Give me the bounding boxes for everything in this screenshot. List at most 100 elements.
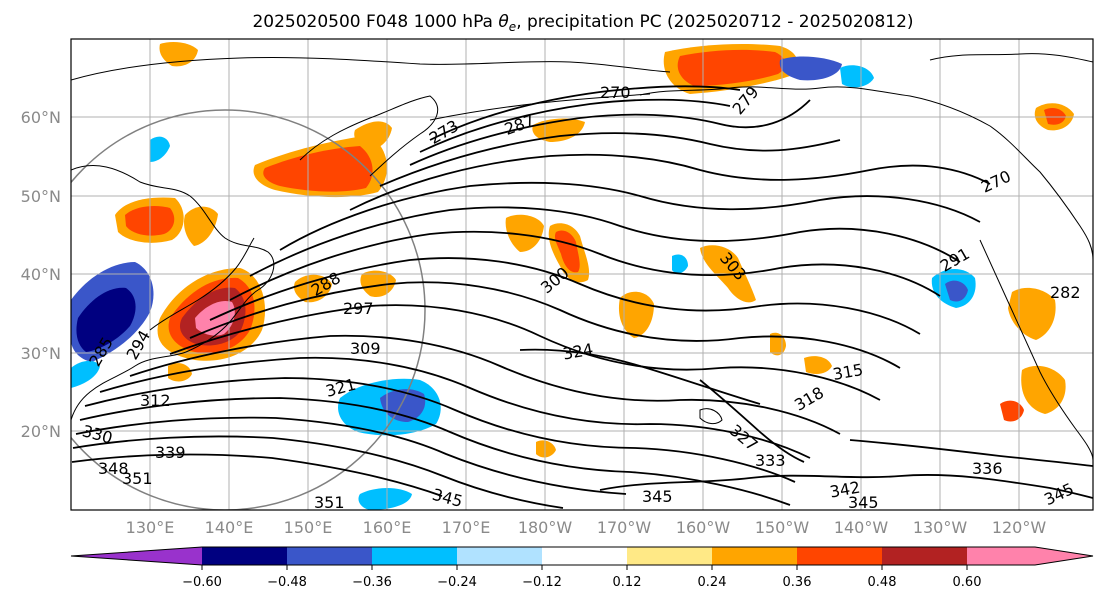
coastline-north-america (979, 239, 1093, 461)
lat-label: 50°N (21, 187, 61, 206)
shade-patch-okhotsk-red (263, 146, 373, 192)
lat-label: 30°N (21, 344, 61, 363)
colorbar-tick-label: 0.24 (698, 575, 727, 590)
contour-line-318 (79, 397, 791, 506)
colorbar-segment (882, 547, 967, 565)
contour-line-294 (229, 230, 941, 301)
colorbar-tick-label: 0.60 (953, 575, 982, 590)
colorbar-segment (542, 547, 627, 565)
precipitation-shading (71, 42, 1074, 510)
contour-line-303 (169, 304, 881, 401)
contour-label: 282 (1050, 283, 1081, 302)
contour-line-324 (519, 348, 761, 405)
latitude-labels: 60°N 50°N 40°N 30°N 20°N (21, 108, 61, 441)
lon-label: 150°W (755, 518, 810, 537)
colorbar-segment (287, 547, 372, 565)
shade-patch-south-blue-3 (358, 488, 412, 510)
coastline-alaska (639, 86, 1093, 261)
contour-line-336 (849, 439, 1093, 467)
coastline-japan (149, 237, 255, 331)
lat-label: 40°N (21, 265, 61, 284)
lon-label: 160°E (363, 518, 412, 537)
colorbar-segment (712, 547, 797, 565)
shade-patch-mexico-orange (1021, 365, 1066, 414)
contour-line-273 (419, 98, 731, 153)
contour-label: 312 (140, 391, 171, 410)
coastline-hawaii (699, 408, 723, 425)
coastline-aleutians (429, 93, 651, 121)
lon-label: 170°E (442, 518, 491, 537)
colorbar-tick-label: −0.48 (267, 575, 307, 590)
colorbar-segment (797, 547, 882, 565)
shade-patch-alaska-blue (779, 56, 842, 81)
shade-patch-west-cyan-6 (150, 136, 170, 162)
contour-line-279 (409, 99, 811, 166)
shade-patch-alaska-cyan (840, 65, 874, 88)
shade-patch-bc-red (1044, 108, 1066, 125)
lat-label: 20°N (21, 422, 61, 441)
coastline-arctic-islands (929, 53, 1093, 63)
contour-line-291 (249, 206, 961, 277)
map-panel: 270 279 287 273 270 288 297 300 291 282 … (70, 38, 1094, 512)
shade-patch-south-orange-4 (804, 356, 832, 374)
lon-label: 150°E (284, 518, 333, 537)
colorbar: −0.60 −0.48 −0.36 −0.24 −0.12 0.12 0.24 … (70, 546, 1094, 590)
contour-label: 351 (122, 469, 153, 488)
contour-line-312 (99, 356, 811, 459)
coastline-kamchatka (299, 95, 439, 177)
shade-patch-pacific-orange-3 (505, 214, 544, 252)
contour-line-339 (71, 453, 443, 497)
contour-line-270 (429, 85, 741, 141)
figure-title: 2025020500 F048 1000 hPa θe, precipitati… (252, 12, 913, 34)
colorbar-segment (372, 547, 457, 565)
colorbar-tick-label: −0.60 (182, 575, 222, 590)
contour-line-330 (72, 435, 564, 509)
shade-patch-south-blue-2 (380, 389, 426, 422)
shade-patch-mexico-red (1000, 400, 1024, 422)
lon-label: 130°E (126, 518, 175, 537)
contour-line-297 (209, 257, 921, 335)
shade-patch-korea-cyan (71, 360, 100, 388)
lon-label: 140°W (834, 518, 889, 537)
contour-line-282 (379, 132, 841, 187)
colorbar-tick-label: −0.24 (437, 575, 477, 590)
contour-line-315 (84, 377, 796, 483)
contour-line-321 (75, 416, 627, 495)
longitude-labels: 130°E 140°E 150°E 160°E 170°E 180°W 170°… (126, 518, 1047, 537)
colorbar-tick-labels: −0.60 −0.48 −0.36 −0.24 −0.12 0.12 0.24 … (182, 575, 981, 590)
colorbar-extend-high (1035, 547, 1093, 565)
contour-label: 345 (642, 487, 673, 506)
contour-line-288 (279, 181, 981, 251)
map-border (70, 38, 1094, 511)
contour-label: 297 (343, 299, 374, 318)
contour-line-345-east (599, 474, 1093, 499)
lon-label: 140°E (205, 518, 254, 537)
contour-label: 345 (848, 493, 879, 512)
shade-patch-south-orange-1 (618, 291, 654, 338)
colorbar-tick-label: 0.12 (613, 575, 642, 590)
colorbar-segment (457, 547, 542, 565)
colorbar-extend-low (71, 547, 202, 565)
shade-patch-kamchatka-orange (354, 121, 392, 150)
shade-patch-korea-navy (76, 287, 136, 352)
contour-label: 309 (350, 339, 381, 358)
contour-label: 348 (98, 459, 129, 478)
lat-label: 60°N (21, 108, 61, 127)
shade-patch-south-orange-6 (536, 440, 556, 458)
colorbar-segment (627, 547, 712, 565)
colorbar-ticks (201, 565, 968, 570)
colorbar-segment (202, 547, 287, 565)
lon-label: 130°W (913, 518, 968, 537)
contour-label: 351 (314, 493, 345, 512)
contour-line-285 (349, 153, 991, 211)
shade-patch-south-cyan-4 (672, 254, 688, 274)
reference-circle (71, 109, 426, 510)
coastline-asia (71, 165, 275, 421)
colorbar-tick-label: −0.36 (352, 575, 392, 590)
shade-patch-coast-blue (945, 280, 968, 302)
coastline-siberia (71, 56, 671, 81)
theta-e-contours (71, 85, 1093, 509)
coastlines (71, 53, 1093, 461)
contour-line-300 (189, 281, 901, 369)
